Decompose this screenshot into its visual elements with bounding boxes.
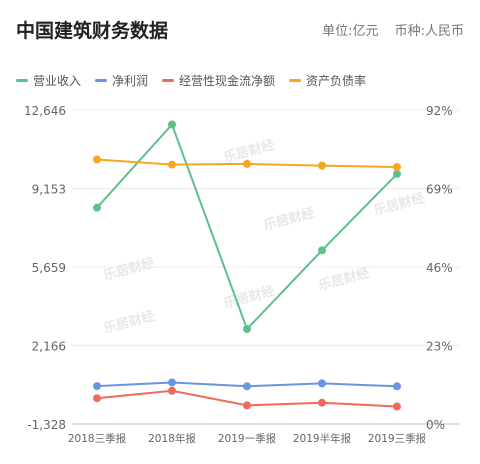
unit-info: 单位:亿元 币种:人民币 [310, 20, 464, 39]
data-point-2-0 [93, 394, 101, 403]
left-tick-label: -1,328 [27, 418, 66, 432]
data-point-0-2 [243, 324, 251, 333]
data-point-3-4 [393, 162, 401, 171]
legend-label-debt-ratio: 资产负债率 [306, 74, 367, 88]
category-label: 2018三季报 [68, 432, 127, 445]
right-tick-label: 92% [426, 104, 453, 118]
data-point-2-2 [243, 401, 251, 410]
currency-label: 币种:人民币 [394, 24, 464, 39]
legend-item-revenue[interactable]: 营业收入 [16, 72, 81, 89]
data-point-3-3 [318, 161, 326, 170]
watermark-2: 乐居财经 [262, 205, 316, 234]
legend-label-cash-flow: 经营性现金流净额 [179, 74, 276, 88]
data-point-3-0 [93, 155, 101, 164]
data-point-2-3 [318, 398, 326, 407]
category-label: 2019三季报 [368, 432, 427, 445]
legend-label-revenue: 营业收入 [33, 74, 82, 88]
legend-swatch-revenue [16, 79, 28, 82]
legend-item-debt-ratio[interactable]: 资产负债率 [289, 72, 366, 89]
legend-label-net-profit: 净利润 [112, 74, 149, 88]
legend-item-net-profit[interactable]: 净利润 [95, 72, 148, 89]
category-label: 2019半年报 [293, 432, 352, 445]
data-point-1-2 [243, 382, 251, 391]
left-tick-label: 2,166 [32, 340, 66, 354]
left-tick-label: 12,646 [24, 104, 66, 118]
data-point-0-1 [168, 120, 176, 129]
watermark-5: 乐居财经 [372, 190, 426, 219]
legend-swatch-cash-flow [162, 79, 175, 82]
data-point-2-1 [168, 386, 176, 395]
unit-label: 单位:亿元 [322, 24, 379, 39]
data-point-1-3 [318, 379, 326, 388]
category-label: 2018年报 [148, 432, 196, 445]
right-tick-label: 69% [426, 183, 453, 197]
page-title: 中国建筑财务数据 [16, 20, 169, 42]
data-point-2-4 [393, 402, 401, 411]
right-tick-label: 23% [426, 340, 453, 354]
legend-swatch-debt-ratio [289, 79, 302, 82]
data-point-1-4 [393, 382, 401, 391]
left-tick-label: 5,659 [32, 261, 66, 275]
data-point-0-4 [393, 169, 401, 178]
data-point-0-3 [318, 246, 326, 255]
watermark-4: 乐居财经 [317, 265, 371, 294]
data-point-1-0 [93, 382, 101, 391]
watermark-6: 乐居财经 [102, 308, 156, 337]
data-point-3-1 [168, 160, 176, 169]
category-label: 2019一季报 [218, 432, 277, 445]
watermark-0: 乐居财经 [102, 255, 156, 284]
data-point-3-2 [243, 159, 251, 168]
chart-legend: 营业收入 净利润 经营性现金流净额 资产负债率 [16, 72, 366, 89]
legend-swatch-net-profit [95, 79, 108, 82]
legend-item-cash-flow[interactable]: 经营性现金流净额 [162, 72, 275, 89]
data-point-0-0 [93, 203, 101, 212]
left-tick-label: 9,153 [32, 183, 66, 197]
right-tick-label: 0% [426, 418, 445, 432]
data-point-1-1 [168, 378, 176, 387]
right-tick-label: 46% [426, 261, 453, 275]
